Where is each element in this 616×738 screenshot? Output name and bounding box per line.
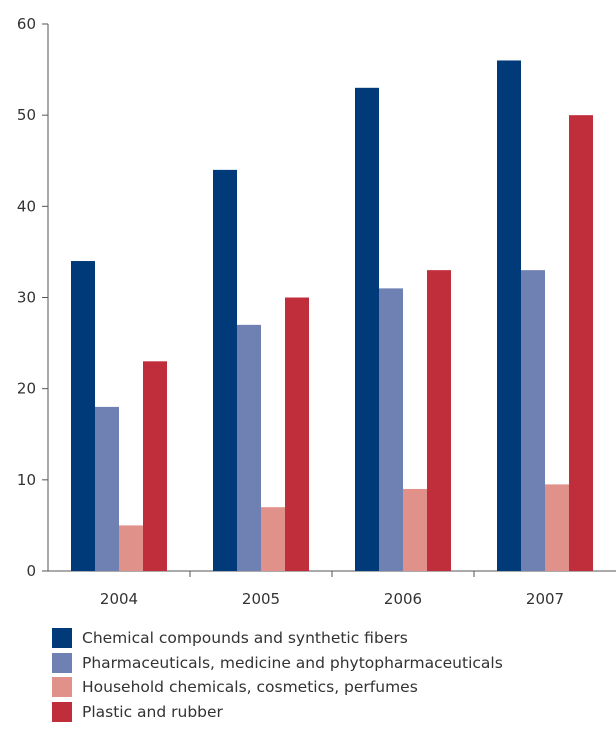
legend-label: Plastic and rubber bbox=[82, 702, 223, 721]
legend-label: Pharmaceuticals, medicine and phytopharm… bbox=[82, 653, 503, 672]
bar bbox=[213, 169, 237, 571]
y-tick-label: 0 bbox=[26, 562, 36, 580]
legend-item: Plastic and rubber bbox=[52, 700, 503, 725]
x-tick-label: 2006 bbox=[384, 590, 422, 608]
y-tick-label: 50 bbox=[17, 106, 36, 124]
legend-swatch bbox=[52, 677, 72, 698]
bar bbox=[71, 261, 95, 571]
bar bbox=[497, 60, 521, 571]
y-tick-label: 60 bbox=[17, 15, 36, 33]
y-tick-label: 10 bbox=[17, 471, 36, 489]
bar bbox=[95, 406, 119, 571]
x-tick-label: 2007 bbox=[526, 590, 564, 608]
bar bbox=[545, 484, 569, 571]
legend-swatch bbox=[52, 628, 72, 649]
bar bbox=[355, 87, 379, 572]
bar-chart: 0 10 20 30 40 50 60 2004 2005 2006 2007 bbox=[17, 15, 616, 608]
axis-labels: 0 10 20 30 40 50 60 2004 2005 2006 2007 bbox=[17, 15, 564, 608]
y-tick-label: 40 bbox=[17, 197, 36, 215]
bars bbox=[71, 60, 593, 572]
bar bbox=[119, 525, 143, 571]
bar bbox=[403, 488, 427, 571]
bar bbox=[569, 115, 593, 572]
bar bbox=[379, 288, 403, 571]
y-tick-label: 20 bbox=[17, 380, 36, 398]
bar bbox=[285, 297, 309, 571]
legend-swatch bbox=[52, 701, 72, 722]
bar bbox=[427, 270, 451, 571]
bar bbox=[143, 361, 167, 571]
bar bbox=[261, 507, 285, 571]
x-tick-label: 2005 bbox=[242, 590, 280, 608]
legend-label: Chemical compounds and synthetic fibers bbox=[82, 629, 408, 648]
x-tick-label: 2004 bbox=[100, 590, 138, 608]
legend-swatch bbox=[52, 652, 72, 673]
y-tick-label: 30 bbox=[17, 289, 36, 307]
legend-item: Household chemicals, cosmetics, perfumes bbox=[52, 675, 503, 700]
legend-item: Chemical compounds and synthetic fibers bbox=[52, 626, 503, 651]
legend-item: Pharmaceuticals, medicine and phytopharm… bbox=[52, 651, 503, 676]
legend: Chemical compounds and synthetic fibers P… bbox=[52, 626, 503, 724]
bar bbox=[521, 270, 545, 571]
legend-label: Household chemicals, cosmetics, perfumes bbox=[82, 678, 418, 697]
bar bbox=[237, 324, 261, 571]
